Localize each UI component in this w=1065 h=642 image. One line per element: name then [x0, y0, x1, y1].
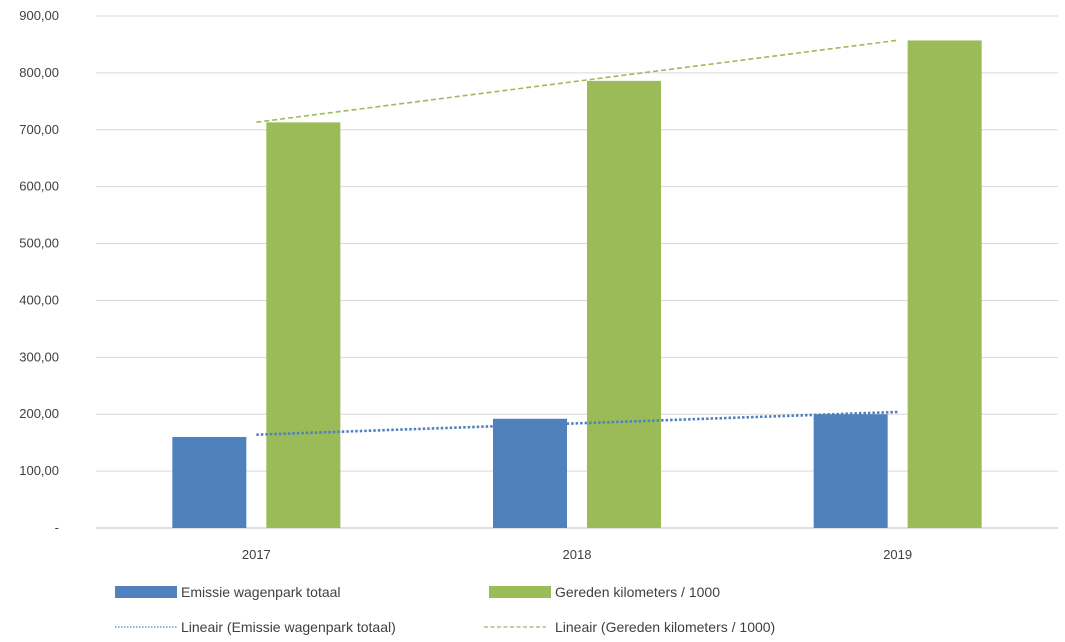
y-tick-label: 800,00	[19, 65, 59, 80]
y-tick-label: 300,00	[19, 349, 59, 364]
y-tick-label: 500,00	[19, 236, 59, 251]
y-tick-label: 600,00	[19, 179, 59, 194]
bar-kilometers-2017	[266, 122, 341, 528]
legend-swatch-emissie	[115, 586, 177, 598]
y-axis: - 100,00 200,00 300,00 400,00 500,00 600,00 700…	[19, 8, 59, 535]
trendline-kilometers	[256, 39, 898, 123]
bar-emissie-2019	[813, 414, 888, 528]
legend-label-emissie: Emissie wagenpark totaal	[181, 584, 341, 600]
bar-kilometers-2019	[907, 40, 982, 529]
y-tick-label: -	[55, 520, 59, 535]
x-axis: 2017 2018 2019	[242, 547, 912, 562]
x-tick-label: 2019	[883, 547, 912, 562]
x-tick-label: 2017	[242, 547, 271, 562]
trendline-emissie	[256, 410, 898, 437]
bar-emissie-2018	[493, 418, 567, 528]
y-tick-label: 200,00	[19, 406, 59, 421]
y-tick-label: 900,00	[19, 8, 59, 23]
gridlines	[96, 15, 1058, 529]
trendlines	[256, 39, 898, 437]
legend-trend-label-kilometers: Lineair (Gereden kilometers / 1000)	[555, 619, 775, 635]
x-tick-label: 2018	[563, 547, 592, 562]
y-tick-label: 100,00	[19, 463, 59, 478]
bars	[172, 40, 982, 529]
y-tick-label: 400,00	[19, 292, 59, 307]
legend-trend-label-emissie: Lineair (Emissie wagenpark totaal)	[181, 619, 396, 635]
bar-kilometers-2018	[587, 80, 661, 528]
bar-emissie-2017	[172, 436, 247, 528]
y-tick-label: 700,00	[19, 122, 59, 137]
legend-label-kilometers: Gereden kilometers / 1000	[555, 584, 720, 600]
legend-swatch-kilometers	[489, 586, 551, 598]
legend: Emissie wagenpark totaal Gereden kilomete…	[115, 584, 775, 635]
